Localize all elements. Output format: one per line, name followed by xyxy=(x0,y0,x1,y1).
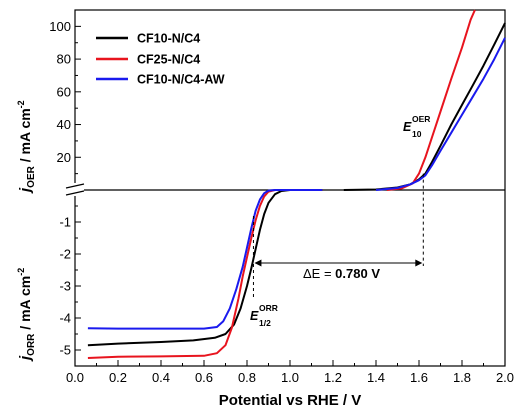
x-tick-label: 0.6 xyxy=(195,370,213,385)
y-tick-label-orr: -1 xyxy=(59,215,71,230)
e10-oer-sub: 10 xyxy=(412,129,422,139)
series-lines xyxy=(87,9,506,359)
ticks: 0.0 0.2 0.4 0.6 0.8 1.0 1.2 1.4 1.6 1.8 2.0 20 40 60 8… xyxy=(49,9,514,385)
x-tick-label: 0.4 xyxy=(152,370,170,385)
x-tick-label: 1.0 xyxy=(281,370,299,385)
oer-curve-2 xyxy=(375,37,506,191)
y-tick-label-orr: -4 xyxy=(59,311,71,326)
y-axis-title-orr: jORR / mA cm-2 xyxy=(16,268,37,362)
delta-e-arrowhead-left xyxy=(254,259,262,267)
y-tick-label-oer: 20 xyxy=(57,150,71,165)
x-tick-label: 1.4 xyxy=(367,370,385,385)
orr-curve-1 xyxy=(87,189,323,359)
axis-break-mark xyxy=(65,183,85,196)
e12-orr-sub: 1/2 xyxy=(259,318,271,328)
oer-curve-0 xyxy=(343,22,506,191)
e10-oer-sup: OER xyxy=(412,114,430,124)
x-tick-label: 1.2 xyxy=(324,370,342,385)
delta-e-label: ΔE = 0.780 V xyxy=(303,266,380,281)
legend-label-cf10-aw: CF10-N/C4-AW xyxy=(137,73,225,87)
x-tick-label: 2.0 xyxy=(496,370,514,385)
x-tick-label: 1.8 xyxy=(453,370,471,385)
legend-label-cf25: CF25-N/C4 xyxy=(137,53,200,67)
y-tick-label-orr: -5 xyxy=(59,343,71,358)
delta-e-arrowhead-right xyxy=(415,259,423,267)
legend: CF10-N/C4 CF25-N/C4 CF10-N/C4-AW xyxy=(96,32,225,87)
x-tick-label: 0.2 xyxy=(109,370,127,385)
legend-label-cf10: CF10-N/C4 xyxy=(137,32,200,46)
x-tick-label: 0.0 xyxy=(66,370,84,385)
orr-curve-0 xyxy=(87,189,323,347)
y-tick-label-oer: 40 xyxy=(57,117,71,132)
x-tick-label: 1.6 xyxy=(410,370,428,385)
e12-orr-sup: ORR xyxy=(259,303,278,313)
y-tick-label-oer: 80 xyxy=(57,52,71,67)
annotations xyxy=(252,173,424,300)
orr-curve-2 xyxy=(87,189,323,330)
x-tick-label: 0.8 xyxy=(238,370,256,385)
y-tick-label-orr: -3 xyxy=(59,279,71,294)
e10-oer-label: E xyxy=(403,120,412,134)
y-tick-label-oer: 60 xyxy=(57,84,71,99)
y-tick-label-oer: 100 xyxy=(49,19,71,34)
y-tick-label-orr: -2 xyxy=(59,247,71,262)
e12-orr-label: E xyxy=(250,309,259,323)
x-axis-title: Potential vs RHE / V xyxy=(219,392,362,409)
y-axis-title-oer: jOER / mA cm-2 xyxy=(16,100,37,194)
